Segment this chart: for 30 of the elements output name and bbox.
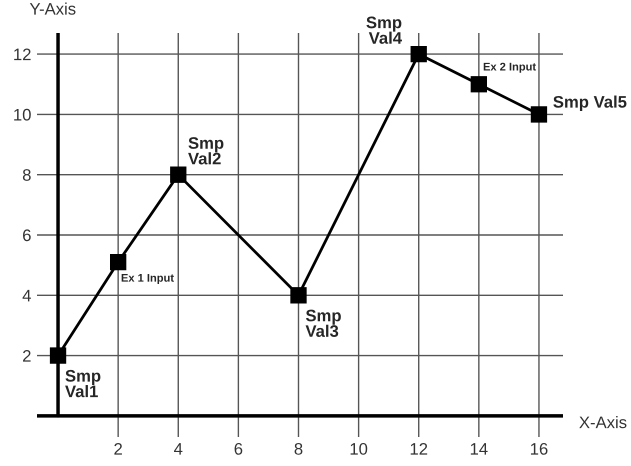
x-tick-label: 2 (114, 442, 122, 455)
annotation: Smp Val5 (553, 96, 626, 112)
annotation: Smp Val3 (306, 310, 341, 337)
y-tick-label: 8 (22, 169, 31, 181)
annotation: Ex 1 Input (122, 274, 174, 284)
x-tick-label: 12 (410, 442, 428, 455)
annotation: Ex 2 Input (484, 62, 536, 73)
y-tick-label: 10 (14, 108, 31, 121)
annotation: Smp Val2 (188, 137, 224, 164)
point (290, 287, 307, 304)
point (530, 106, 548, 123)
y-tick-label: 2 (23, 350, 31, 362)
point (110, 254, 126, 270)
y-axis-title: Y-Axis (30, 2, 76, 15)
x-tick-label: 14 (470, 443, 488, 455)
x-tick-label: 10 (350, 442, 368, 455)
point (50, 347, 66, 364)
point (470, 76, 487, 92)
x-tick-label: 16 (530, 442, 548, 455)
y-tick-label: 4 (22, 290, 31, 302)
point (170, 166, 186, 183)
y-tick-label: 6 (23, 229, 31, 242)
x-tick-label: 8 (294, 442, 302, 455)
x-tick-label: 6 (234, 442, 242, 455)
annotation: Smp Val1 (65, 370, 100, 398)
annotation: Smp Val4 (366, 16, 402, 44)
y-tick-label: 12 (14, 48, 31, 60)
x-axis-title: X-Axis (579, 416, 626, 428)
x-tick-label: 4 (174, 443, 182, 455)
point (410, 46, 427, 62)
